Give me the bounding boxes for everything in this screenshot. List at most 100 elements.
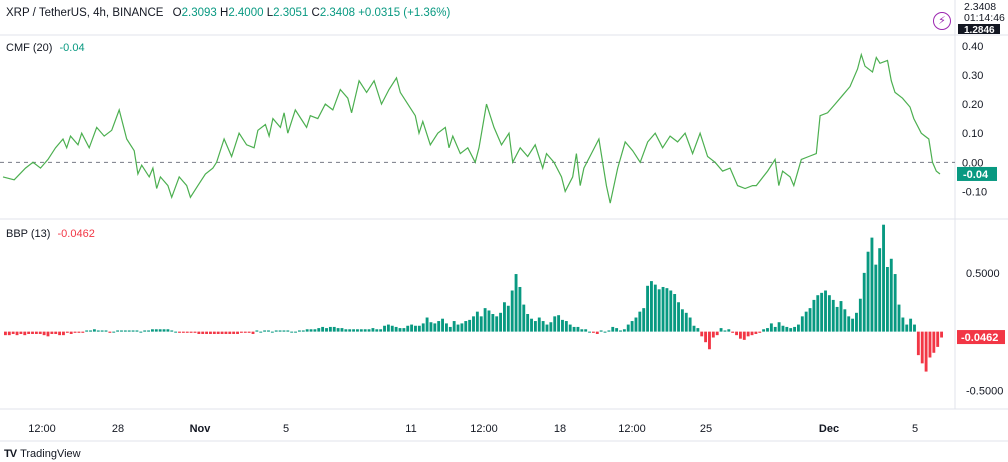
bbp-bar [553,316,557,332]
lightning-bolt-icon[interactable]: ⚡︎ [933,12,951,30]
bbp-bar [808,308,812,332]
bbp-bar [112,331,116,333]
bbp-bar [862,272,866,332]
bbp-bar [170,330,174,332]
bbp-bar [572,326,576,332]
bbp-bar [332,326,336,332]
bbp-bar [638,311,642,332]
bbp-bar [363,329,367,332]
bbp-bar [452,321,456,332]
bbp-bar [58,331,62,336]
bbp-bar [367,329,371,332]
high-value: 2.4000 [228,7,264,19]
bbp-bar [46,331,50,337]
cmf-tick-label: 0.30 [962,70,983,82]
time-axis-label: 5 [283,423,289,435]
bbp-bar [38,331,42,334]
cmf-title: CMF (20) [6,42,53,54]
bbp-bar [680,309,684,332]
bbp-bar [789,328,793,332]
bbp-bar [19,331,23,334]
bbp-bar [193,331,197,333]
bbp-bar [321,326,325,332]
bbp-bar [893,274,897,332]
bbp-bar [731,331,735,333]
partial-price-box [958,24,1000,34]
bbp-bar [839,301,843,332]
bbp-bar [460,323,464,332]
bbp-bar [793,326,797,332]
bbp-bar [785,326,789,332]
bbp-bar [89,330,92,332]
bbp-bar [429,322,433,332]
bbp-bar [650,281,653,332]
bbp-bar [708,331,711,350]
bbp-bar [561,319,564,332]
bbp-bar [297,330,301,332]
bbp-bar [820,292,824,332]
bbp-bar [116,330,120,332]
tradingview-logo-text: TradingView [20,448,81,460]
bbp-bar [615,328,619,332]
bbp-bar [831,299,835,332]
bbp-bar [847,316,851,332]
bbp-bar [313,329,317,332]
cmf-pane[interactable] [0,52,955,204]
bbp-tick-label: -0.5000 [966,385,1003,397]
bbp-bar [843,309,847,332]
tradingview-logo[interactable]: TV TradingView [4,448,81,460]
cmf-legend[interactable]: CMF (20) -0.04 [6,42,85,54]
close-value: 2.3408 [319,7,355,19]
bbp-bar [174,331,178,333]
bbp-bar [487,310,491,332]
time-axis-label: 12:00 [28,423,56,435]
bbp-bar [294,331,297,333]
bbp-bar [85,330,89,332]
bbp-bar [878,248,882,332]
bbp-bar [236,331,239,334]
bbp-bar [398,328,402,332]
bbp-bar [34,331,38,334]
bbp-bar [475,311,479,332]
bbp-bar [100,330,104,332]
bbp-bar [394,326,398,332]
bbp-bar [541,321,545,332]
bbp-bar [769,323,773,332]
bbp-bar [96,330,100,332]
time-axis-label: 5 [912,423,918,435]
bbp-last-value-label: -0.0462 [961,332,998,344]
bbp-bar [166,329,170,332]
bbp-bar [375,329,379,332]
bbp-bar [715,331,719,336]
bbp-bar [42,331,46,336]
bbp-bar [301,330,305,332]
bbp-legend[interactable]: BBP (13) -0.0462 [6,228,95,240]
bbp-bar [239,331,243,333]
bbp-bar [139,331,143,333]
bbp-bar [209,331,212,334]
bbp-bar [270,331,274,333]
bbp-pane[interactable] [4,224,943,372]
bbp-bar [441,318,444,332]
bbp-bar [328,326,332,332]
bbp-bar [344,329,348,332]
time-axis-label: 11 [405,423,416,435]
symbol-header[interactable]: XRP / TetherUS, 4h, BINANCE O2.3093 H2.4… [6,7,450,19]
bbp-bar [421,323,425,332]
bbp-bar [530,318,533,332]
bbp-bar [673,294,677,332]
bbp-bar [634,317,638,332]
bbp-bar [920,331,924,364]
pane-frame [0,0,1008,442]
bbp-tick-label: 0.5000 [966,268,1000,280]
bbp-bar [742,331,746,340]
low-value: 2.3051 [273,7,309,19]
open-value: 2.3093 [181,7,217,19]
bbp-bar [762,329,766,332]
bbp-bar [874,264,878,332]
bbp-bar [653,284,657,332]
cmf-tick-label: 0.20 [962,99,983,111]
bbp-bar [549,322,553,332]
symbol-title[interactable]: XRP / TetherUS, 4h, BINANCE [6,7,164,19]
